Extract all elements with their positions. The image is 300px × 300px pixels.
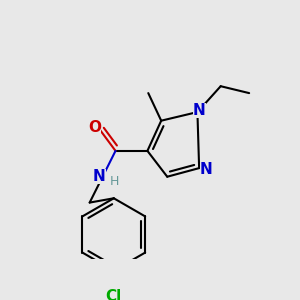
Text: N: N xyxy=(200,162,212,177)
Text: O: O xyxy=(88,120,101,135)
Text: N: N xyxy=(93,169,106,184)
Text: Cl: Cl xyxy=(106,289,122,300)
Text: H: H xyxy=(110,175,119,188)
Text: N: N xyxy=(193,103,206,118)
